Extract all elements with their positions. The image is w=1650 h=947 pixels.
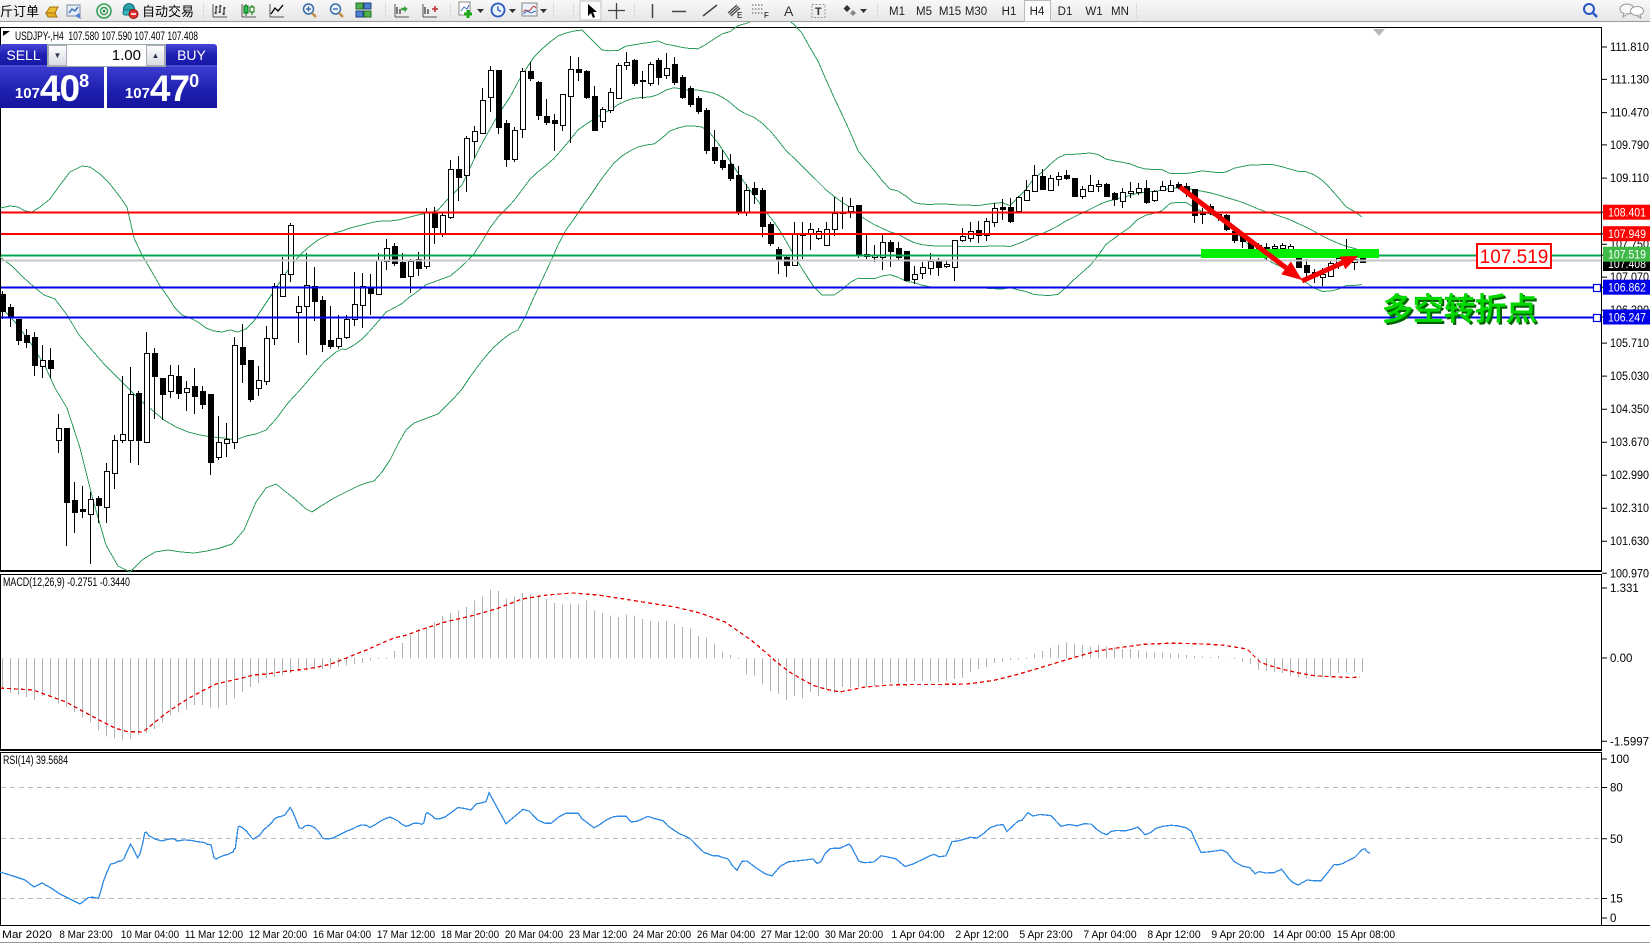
svg-text:H1: H1 xyxy=(1002,6,1017,18)
svg-text:10 Mar 04:00: 10 Mar 04:00 xyxy=(121,929,179,941)
svg-text:T: T xyxy=(815,6,822,18)
svg-text:109.110: 109.110 xyxy=(1610,173,1649,185)
svg-text:111.810: 111.810 xyxy=(1610,42,1649,54)
svg-text:17 Mar 12:00: 17 Mar 12:00 xyxy=(377,929,435,941)
svg-text:103.670: 103.670 xyxy=(1610,437,1649,449)
svg-text:16 Mar 04:00: 16 Mar 04:00 xyxy=(313,929,371,941)
svg-text:105.710: 105.710 xyxy=(1610,338,1649,350)
svg-text:MN: MN xyxy=(1111,6,1129,18)
svg-text:109.790: 109.790 xyxy=(1610,140,1649,152)
svg-text:110.470: 110.470 xyxy=(1610,108,1649,120)
svg-text:Mar 2020: Mar 2020 xyxy=(2,929,52,941)
svg-text:M15: M15 xyxy=(939,6,961,18)
svg-text:18 Mar 20:00: 18 Mar 20:00 xyxy=(441,929,499,941)
svg-text:108.401: 108.401 xyxy=(1608,208,1646,220)
svg-text:12 Mar 20:00: 12 Mar 20:00 xyxy=(249,929,307,941)
svg-text:14 Apr 00:00: 14 Apr 00:00 xyxy=(1273,929,1331,941)
svg-text:D1: D1 xyxy=(1058,6,1073,18)
svg-text:A: A xyxy=(784,3,794,19)
svg-text:111.130: 111.130 xyxy=(1610,74,1649,86)
svg-text:106.247: 106.247 xyxy=(1608,313,1646,325)
svg-text:8 Apr 12:00: 8 Apr 12:00 xyxy=(1147,929,1200,941)
svg-text:107.949: 107.949 xyxy=(1608,229,1646,241)
svg-text:11 Mar 12:00: 11 Mar 12:00 xyxy=(185,929,243,941)
svg-text:30 Mar 20:00: 30 Mar 20:00 xyxy=(825,929,883,941)
svg-text:0: 0 xyxy=(1610,913,1616,925)
svg-text:F: F xyxy=(764,11,769,20)
svg-text:RSI(14) 39.5684: RSI(14) 39.5684 xyxy=(3,755,68,767)
svg-text:100: 100 xyxy=(1610,754,1629,766)
svg-text:MACD(12,26,9) -0.2751 -0.3440: MACD(12,26,9) -0.2751 -0.3440 xyxy=(3,577,130,589)
svg-text:-1.5997: -1.5997 xyxy=(1610,736,1649,748)
svg-text:102.990: 102.990 xyxy=(1610,470,1649,482)
svg-text:107.519: 107.519 xyxy=(1480,247,1549,268)
svg-text:100.970: 100.970 xyxy=(1610,568,1649,580)
svg-text:106.862: 106.862 xyxy=(1608,283,1646,295)
svg-text:5 Apr 23:00: 5 Apr 23:00 xyxy=(1019,929,1072,941)
svg-text:105.030: 105.030 xyxy=(1610,371,1649,383)
svg-text:50: 50 xyxy=(1610,834,1623,846)
svg-text:M5: M5 xyxy=(916,6,932,18)
svg-text:H4: H4 xyxy=(1030,6,1045,18)
svg-text:2 Apr 12:00: 2 Apr 12:00 xyxy=(955,929,1008,941)
svg-text:101.630: 101.630 xyxy=(1610,536,1649,548)
svg-text:15 Apr 08:00: 15 Apr 08:00 xyxy=(1337,929,1395,941)
svg-text:8 Mar 23:00: 8 Mar 23:00 xyxy=(59,929,112,941)
svg-text:E: E xyxy=(737,11,742,20)
svg-text:多空转折点: 多空转折点 xyxy=(1384,294,1539,329)
svg-text:自动交易: 自动交易 xyxy=(142,4,194,19)
svg-text:9 Apr 20:00: 9 Apr 20:00 xyxy=(1211,929,1264,941)
svg-text:24 Mar 20:00: 24 Mar 20:00 xyxy=(633,929,691,941)
svg-text:107.519: 107.519 xyxy=(1608,250,1646,262)
svg-text:102.310: 102.310 xyxy=(1610,503,1649,515)
svg-text:107.408: 107.408 xyxy=(1608,259,1646,271)
svg-text:20 Mar 04:00: 20 Mar 04:00 xyxy=(505,929,563,941)
svg-text:15: 15 xyxy=(1610,894,1623,906)
svg-text:26 Mar 04:00: 26 Mar 04:00 xyxy=(697,929,755,941)
svg-text:27 Mar 12:00: 27 Mar 12:00 xyxy=(761,929,819,941)
svg-text:0.00: 0.00 xyxy=(1610,653,1632,665)
svg-text:M1: M1 xyxy=(889,6,905,18)
svg-text:M30: M30 xyxy=(965,6,987,18)
svg-text:多空转折点: 多空转折点 xyxy=(1382,292,1537,327)
svg-text:1 Apr 04:00: 1 Apr 04:00 xyxy=(891,929,944,941)
svg-text:USDJPY-,H4 107.580 107.590 10: USDJPY-,H4 107.580 107.590 107.407 107.4… xyxy=(15,29,198,43)
svg-text:斤订单: 斤订单 xyxy=(0,4,39,19)
svg-text:104.350: 104.350 xyxy=(1610,404,1649,416)
svg-text:W1: W1 xyxy=(1085,6,1102,18)
svg-text:7 Apr 04:00: 7 Apr 04:00 xyxy=(1083,929,1136,941)
svg-text:23 Mar 12:00: 23 Mar 12:00 xyxy=(569,929,627,941)
svg-text:80: 80 xyxy=(1610,783,1623,795)
svg-text:1.331: 1.331 xyxy=(1610,583,1639,595)
